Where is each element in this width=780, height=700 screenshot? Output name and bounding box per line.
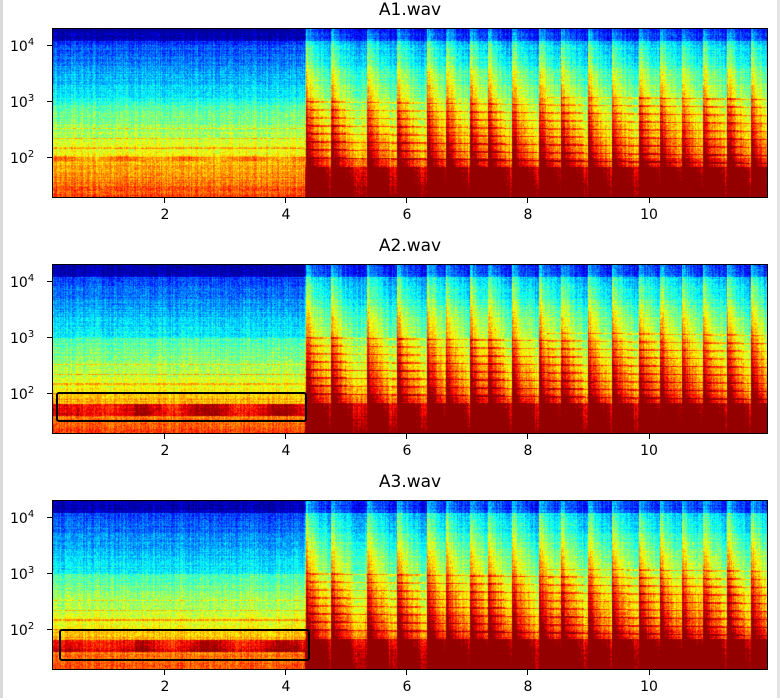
y-tick-label-exponent: 2 [27, 384, 35, 396]
y-tick-label-base: 10 [10, 274, 28, 291]
panel-title: A3.wav [378, 472, 442, 492]
y-tick-label: 102 [10, 384, 35, 403]
y-tick-mark [47, 157, 52, 159]
x-tick-mark [406, 670, 408, 675]
x-tick-label: 2 [160, 207, 170, 223]
y-tick-label-base: 10 [10, 94, 28, 111]
y-tick-mark [47, 337, 52, 339]
y-tick-mark [47, 517, 52, 519]
y-tick-label-exponent: 3 [27, 92, 35, 104]
highlight-box [59, 628, 311, 661]
x-tick-label: 2 [160, 679, 170, 695]
panel-title: A1.wav [378, 0, 442, 20]
x-tick-label: 8 [523, 443, 533, 459]
x-tick-mark [527, 670, 529, 675]
x-tick-mark [406, 198, 408, 203]
x-tick-mark [285, 198, 287, 203]
x-tick-mark [164, 434, 166, 439]
x-tick-mark [527, 198, 529, 203]
y-tick-label: 102 [10, 620, 35, 639]
y-tick-mark [47, 573, 52, 575]
x-tick-label: 10 [640, 679, 658, 695]
y-tick-label-base: 10 [10, 330, 28, 347]
y-tick-mark [47, 629, 52, 631]
y-tick-mark [47, 281, 52, 283]
x-tick-mark [285, 434, 287, 439]
spectrogram-plot-area [52, 264, 768, 434]
x-tick-mark [406, 434, 408, 439]
y-tick-label-exponent: 4 [27, 272, 35, 284]
y-tick-label-exponent: 4 [27, 508, 35, 520]
y-tick-label: 104 [10, 508, 35, 527]
y-tick-label-base: 10 [10, 622, 28, 639]
y-tick-mark [47, 45, 52, 47]
y-tick-mark [47, 393, 52, 395]
x-tick-label: 10 [640, 207, 658, 223]
spectrogram-heatmap [53, 501, 767, 669]
x-tick-mark [648, 198, 650, 203]
y-tick-label-base: 10 [10, 566, 28, 583]
y-tick-label-base: 10 [10, 150, 28, 167]
x-tick-label: 2 [160, 443, 170, 459]
x-tick-label: 4 [281, 443, 291, 459]
y-tick-label: 103 [10, 564, 35, 583]
spectrogram-panel-2: A2.wav 102 103 104 2 4 6 8 10 [0, 236, 780, 464]
y-tick-label: 102 [10, 148, 35, 167]
spectrogram-panel-3: A3.wav 102 103 104 2 4 6 8 10 [0, 472, 780, 700]
spectrogram-heatmap [53, 265, 767, 433]
y-tick-label-exponent: 3 [27, 328, 35, 340]
x-tick-mark [164, 670, 166, 675]
y-tick-label-base: 10 [10, 38, 28, 55]
x-tick-label: 8 [523, 207, 533, 223]
window-frame-right [777, 0, 780, 698]
x-tick-label: 10 [640, 443, 658, 459]
window-frame-left [0, 0, 3, 698]
y-tick-label-base: 10 [10, 386, 28, 403]
x-tick-label: 6 [402, 679, 412, 695]
highlight-box [56, 391, 308, 422]
x-tick-label: 4 [281, 207, 291, 223]
y-tick-label-base: 10 [10, 510, 28, 527]
y-tick-label-exponent: 4 [27, 36, 35, 48]
x-tick-mark [648, 434, 650, 439]
x-tick-mark [648, 670, 650, 675]
y-tick-label: 103 [10, 92, 35, 111]
y-tick-label: 104 [10, 36, 35, 55]
y-tick-label: 103 [10, 328, 35, 347]
spectrogram-plot-area [52, 500, 768, 670]
y-tick-label-exponent: 2 [27, 148, 35, 160]
y-tick-label: 104 [10, 272, 35, 291]
x-tick-label: 4 [281, 679, 291, 695]
x-tick-mark [285, 670, 287, 675]
x-tick-label: 8 [523, 679, 533, 695]
x-tick-mark [527, 434, 529, 439]
y-tick-label-exponent: 2 [27, 620, 35, 632]
x-tick-mark [164, 198, 166, 203]
y-tick-mark [47, 101, 52, 103]
spectrogram-plot-area [52, 28, 768, 198]
x-tick-label: 6 [402, 207, 412, 223]
spectrogram-panel-1: A1.wav 102 103 104 2 4 6 8 10 [0, 0, 780, 228]
panel-title: A2.wav [378, 236, 442, 256]
y-tick-label-exponent: 3 [27, 564, 35, 576]
x-tick-label: 6 [402, 443, 412, 459]
spectrogram-heatmap [53, 29, 767, 197]
